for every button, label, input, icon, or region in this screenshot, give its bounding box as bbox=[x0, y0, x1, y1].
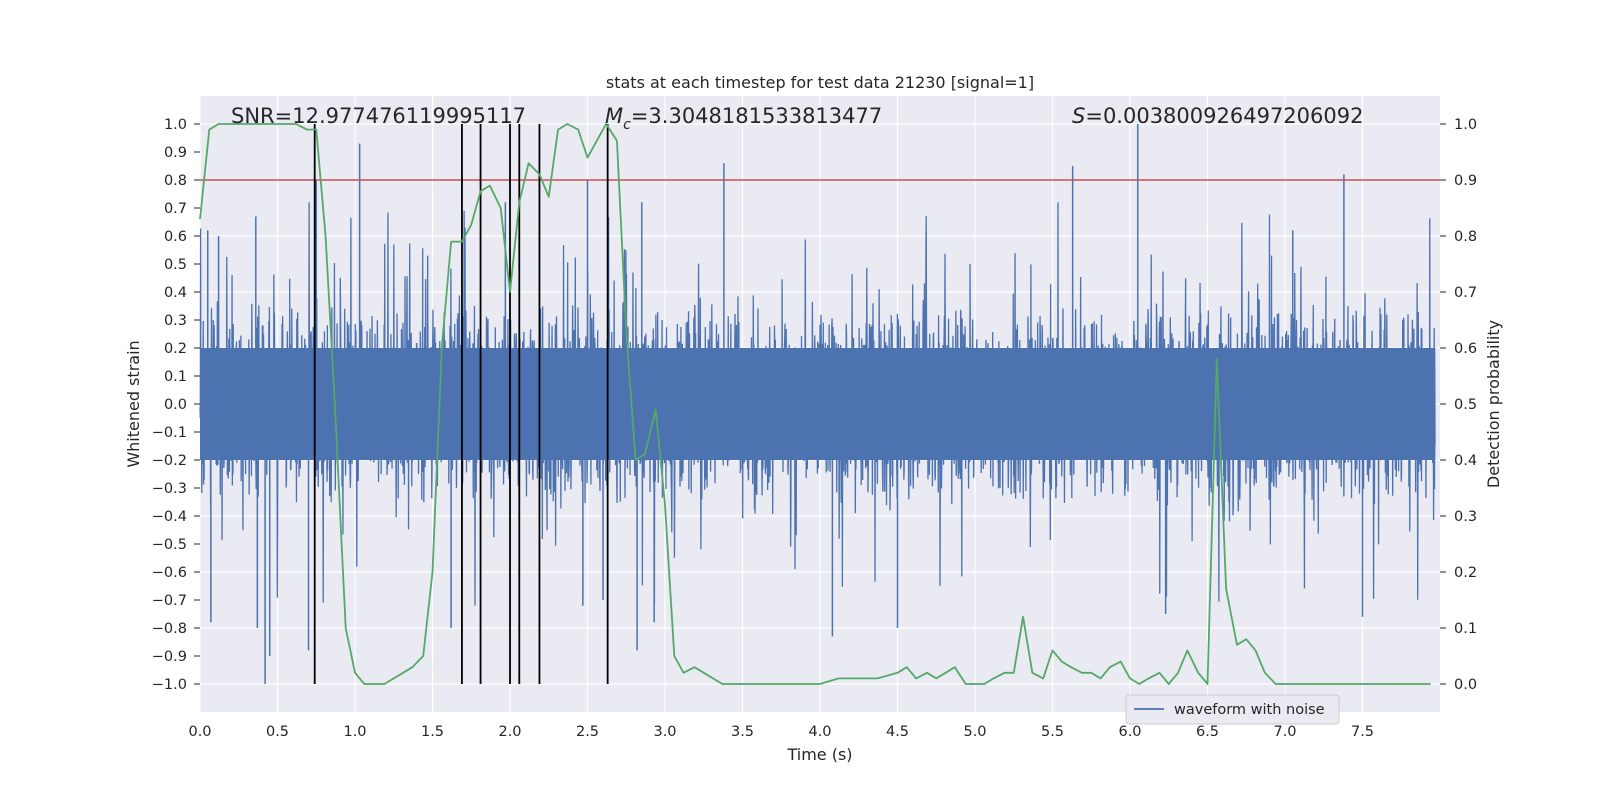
y2-tick-label: 0.9 bbox=[1454, 173, 1477, 189]
x-tick-label: 7.5 bbox=[1351, 724, 1374, 740]
legend: waveform with noise bbox=[1125, 694, 1340, 725]
y2-tick-label: 0.2 bbox=[1454, 565, 1477, 581]
y-tick-label: 0.9 bbox=[164, 145, 187, 161]
y2-tick-label: 0.4 bbox=[1454, 453, 1477, 469]
x-tick-label: 2.5 bbox=[576, 724, 599, 740]
chirp-mass-value: =3.3048181533813477 bbox=[631, 104, 882, 128]
x-tick-label: 4.0 bbox=[808, 724, 831, 740]
marker-lines bbox=[313, 124, 609, 684]
y-tick-label: −0.8 bbox=[152, 621, 187, 637]
s-symbol: S bbox=[1072, 104, 1085, 128]
y-tick-label: 0.2 bbox=[164, 341, 187, 357]
x-tick-label: 5.0 bbox=[963, 724, 986, 740]
y2-tick-label: 0.1 bbox=[1454, 621, 1477, 637]
s-value: =0.003800926497206092 bbox=[1085, 104, 1363, 128]
y-tick-label: 0.8 bbox=[164, 173, 187, 189]
x-tick-label: 1.0 bbox=[343, 724, 366, 740]
y-tick-label: −0.5 bbox=[152, 537, 187, 553]
legend-box bbox=[1125, 694, 1340, 725]
y2-tick-label: 0.3 bbox=[1454, 509, 1477, 525]
y-tick-label: 1.0 bbox=[164, 117, 187, 133]
y2-tick-label: 0.6 bbox=[1454, 341, 1477, 357]
chirp-mass-annotation: Mc=3.3048181533813477 bbox=[605, 104, 882, 133]
y2-axis-ticks: 1.0 0.9 0.8 0.7 0.6 0.5 0.4 0.3 0.2 0.1 0.0 bbox=[1440, 117, 1477, 693]
y-tick-label: −1.0 bbox=[152, 677, 187, 693]
y2-axis-label: Detection probability bbox=[1484, 320, 1503, 488]
waveform-core bbox=[200, 348, 1436, 460]
y2-tick-label: 0.7 bbox=[1454, 285, 1477, 301]
y2-tick-label: 0.0 bbox=[1454, 677, 1477, 693]
snr-annotation: SNR=12.977476119995117 bbox=[231, 104, 526, 128]
chart-title: stats at each timestep for test data 212… bbox=[606, 73, 1034, 92]
y2-tick-label: 0.5 bbox=[1454, 397, 1477, 413]
y-tick-label: 0.1 bbox=[164, 369, 187, 385]
chirp-mass-symbol: M bbox=[605, 104, 623, 128]
x-axis-label: Time (s) bbox=[786, 745, 852, 764]
detection-probability-series bbox=[199, 123, 1431, 685]
x-tick-label: 1.5 bbox=[421, 724, 444, 740]
legend-entry: waveform with noise bbox=[1174, 702, 1325, 718]
y-tick-label: 0.0 bbox=[164, 397, 187, 413]
y2-tick-label: 0.8 bbox=[1454, 229, 1477, 245]
s-annotation: S=0.003800926497206092 bbox=[1072, 104, 1363, 128]
y-tick-label: 0.5 bbox=[164, 257, 187, 273]
x-tick-label: 4.5 bbox=[886, 724, 909, 740]
x-axis-ticks: 0.0 0.5 1.0 1.5 2.0 2.5 3.0 3.5 4.0 4.5 5.0 5.5 6.0 6… bbox=[188, 724, 1374, 740]
x-tick-label: 5.5 bbox=[1041, 724, 1064, 740]
y-tick-label: −0.2 bbox=[152, 453, 187, 469]
x-tick-label: 0.0 bbox=[188, 724, 211, 740]
waveform-series bbox=[199, 124, 1436, 684]
y-tick-label: −0.6 bbox=[152, 565, 187, 581]
y-tick-label: 0.6 bbox=[164, 229, 187, 245]
chirp-mass-subscript: c bbox=[623, 117, 631, 133]
y-tick-label: −0.4 bbox=[152, 509, 187, 525]
y-tick-label: −0.9 bbox=[152, 649, 187, 665]
y-axis-ticks: 1.0 0.9 0.8 0.7 0.6 0.5 0.4 0.3 0.2 0.1 0.0 −0.1 −0.… bbox=[152, 117, 200, 693]
y2-tick-label: 1.0 bbox=[1454, 117, 1477, 133]
y-tick-label: −0.3 bbox=[152, 481, 187, 497]
x-tick-label: 6.5 bbox=[1196, 724, 1219, 740]
x-tick-label: 3.0 bbox=[653, 724, 676, 740]
x-tick-label: 6.0 bbox=[1118, 724, 1141, 740]
x-tick-label: 7.0 bbox=[1273, 724, 1296, 740]
x-tick-label: 2.0 bbox=[498, 724, 521, 740]
y-tick-label: 0.4 bbox=[164, 285, 187, 301]
y-tick-label: −0.1 bbox=[152, 425, 187, 441]
y-tick-label: 0.7 bbox=[164, 201, 187, 217]
x-tick-label: 3.5 bbox=[731, 724, 754, 740]
x-tick-label: 0.5 bbox=[266, 724, 289, 740]
detection-probability-line bbox=[199, 123, 1431, 685]
y-tick-label: −0.7 bbox=[152, 593, 187, 609]
y-tick-label: 0.3 bbox=[164, 313, 187, 329]
y-axis-label: Whitened strain bbox=[124, 340, 143, 467]
